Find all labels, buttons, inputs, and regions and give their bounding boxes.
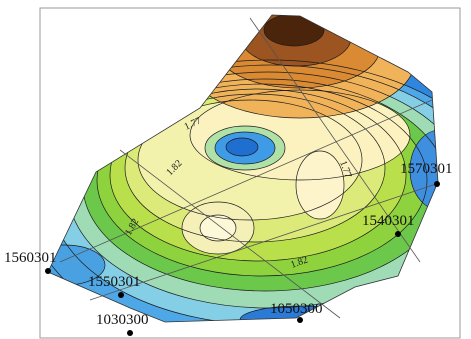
well-marker[interactable]: 1560301 [4, 250, 57, 274]
well-marker[interactable]: 1050300 [270, 301, 323, 323]
well-label: 1570301 [400, 161, 453, 177]
map-frame [39, 7, 461, 339]
well-marker[interactable]: 1030300 [96, 312, 149, 336]
well-marker[interactable]: 1550301 [88, 274, 141, 298]
well-label: 1030300 [96, 312, 149, 328]
well-label: 1050300 [270, 301, 323, 317]
well-label: 1540301 [362, 213, 415, 229]
section-lines [59, 17, 437, 319]
well-marker[interactable]: 1570301 [400, 161, 453, 187]
well-label: 1560301 [4, 250, 57, 266]
basin-outline [47, 14, 439, 323]
wells: 1570301 1540301 1560301 1550301 1030300 … [4, 161, 453, 336]
well-marker[interactable]: 1540301 [362, 213, 415, 237]
well-label: 1550301 [88, 274, 141, 290]
